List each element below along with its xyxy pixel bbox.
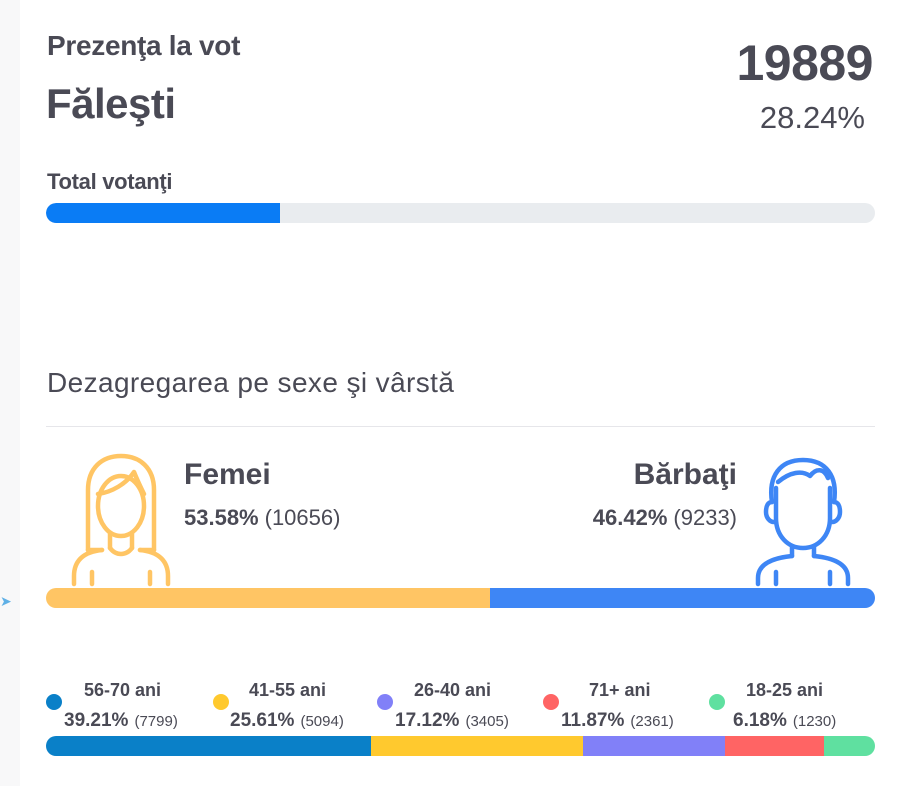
turnout-progress-fill xyxy=(46,203,281,223)
age-segment-3 xyxy=(725,736,824,756)
legend-dot xyxy=(377,694,393,710)
panel xyxy=(20,0,897,786)
legend-dot xyxy=(46,694,62,710)
page-subtitle: Prezenţa la vot xyxy=(47,30,241,61)
age-segment-1 xyxy=(371,736,584,756)
age-segment-0 xyxy=(46,736,372,756)
male-stats: 46.42% (9233) xyxy=(593,505,737,531)
age-count: (7799) xyxy=(134,713,178,730)
total-voters-label: Total votanţi xyxy=(47,169,173,194)
male-percent: 46.42% xyxy=(592,505,668,530)
age-stats: 6.18% (1230) xyxy=(733,710,836,732)
age-percent: 39.21% xyxy=(64,710,129,731)
female-count: (10656) xyxy=(264,505,341,530)
age-segment-2 xyxy=(583,736,726,756)
turnout-percent: 28.24% xyxy=(759,100,865,135)
age-label: 41-55 ani xyxy=(249,680,327,700)
male-label: Bărbaţi xyxy=(633,458,737,491)
male-count: (9233) xyxy=(673,505,737,530)
gender-split-bar xyxy=(46,588,875,608)
section-title: Dezagregarea pe sexe şi vârstă xyxy=(47,367,455,398)
voters-count: 19889 xyxy=(736,35,873,91)
age-label: 26-40 ani xyxy=(414,680,492,700)
age-count: (2361) xyxy=(630,713,674,730)
page-title: Făleşti xyxy=(46,80,176,127)
age-percent: 11.87% xyxy=(561,710,625,731)
divider xyxy=(46,426,875,427)
age-percent: 25.61% xyxy=(230,710,295,731)
male-segment xyxy=(490,588,875,608)
age-stats: 11.87% (2361) xyxy=(561,710,674,732)
legend-dot xyxy=(213,694,229,710)
age-percent: 6.18% xyxy=(733,710,787,731)
age-label: 18-25 ani xyxy=(746,680,824,700)
age-label: 56-70 ani xyxy=(84,680,162,700)
age-count: (3405) xyxy=(465,713,509,730)
age-stats: 39.21% (7799) xyxy=(64,710,178,732)
female-stats: 53.58% (10656) xyxy=(184,505,340,531)
turnout-progress-bar xyxy=(46,203,875,223)
age-stats: 17.12% (3405) xyxy=(395,710,509,732)
legend-dot xyxy=(543,694,559,710)
age-count: (5094) xyxy=(300,713,344,730)
age-percent: 17.12% xyxy=(395,710,460,731)
female-segment xyxy=(46,588,491,608)
female-percent: 53.58% xyxy=(184,505,259,530)
woman-icon xyxy=(71,453,171,587)
female-label: Femei xyxy=(184,458,271,491)
age-stats: 25.61% (5094) xyxy=(230,710,344,732)
age-split-bar xyxy=(46,736,875,756)
edge-arrow-icon: ➤ xyxy=(0,593,12,609)
legend-dot xyxy=(709,694,725,710)
age-label: 71+ ani xyxy=(589,680,651,700)
man-icon xyxy=(755,457,851,587)
age-count: (1230) xyxy=(792,713,837,730)
age-segment-4 xyxy=(823,736,875,756)
